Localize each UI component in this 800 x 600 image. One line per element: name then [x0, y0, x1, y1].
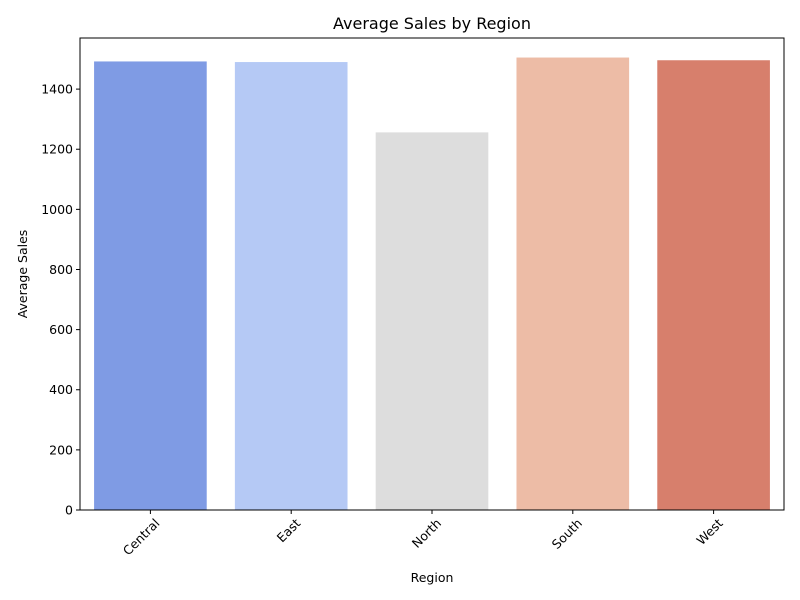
y-tick-label: 600: [49, 322, 73, 337]
y-axis-label: Average Sales: [15, 230, 30, 319]
x-axis-label: Region: [411, 570, 454, 585]
x-tick-label-east: East: [274, 515, 304, 545]
x-tick-label-south: South: [549, 516, 585, 552]
x-tick-label-west: West: [693, 515, 725, 547]
bar-east: [234, 62, 348, 510]
y-tick-label: 800: [49, 262, 73, 277]
y-tick-label: 1200: [41, 142, 73, 157]
bar-west: [657, 60, 770, 511]
y-tick-label: 200: [49, 442, 73, 457]
bar-north: [375, 132, 489, 510]
y-tick-label: 400: [49, 382, 73, 397]
x-tick-label-central: Central: [120, 516, 163, 559]
y-tick-label: 1000: [41, 202, 73, 217]
y-tick-label: 0: [65, 503, 73, 518]
x-tick-label-north: North: [409, 516, 444, 551]
chart-title: Average Sales by Region: [333, 14, 531, 33]
bar-south: [516, 57, 630, 510]
bar-central: [94, 61, 207, 511]
plot-frame: [79, 37, 785, 511]
bars-group: [94, 57, 770, 511]
y-axis-ticks: 0 200 400 600 800 1000 1200 1400: [41, 82, 80, 518]
y-tick-label: 1400: [41, 82, 73, 97]
x-axis-ticks: Central East North South West: [120, 510, 726, 558]
